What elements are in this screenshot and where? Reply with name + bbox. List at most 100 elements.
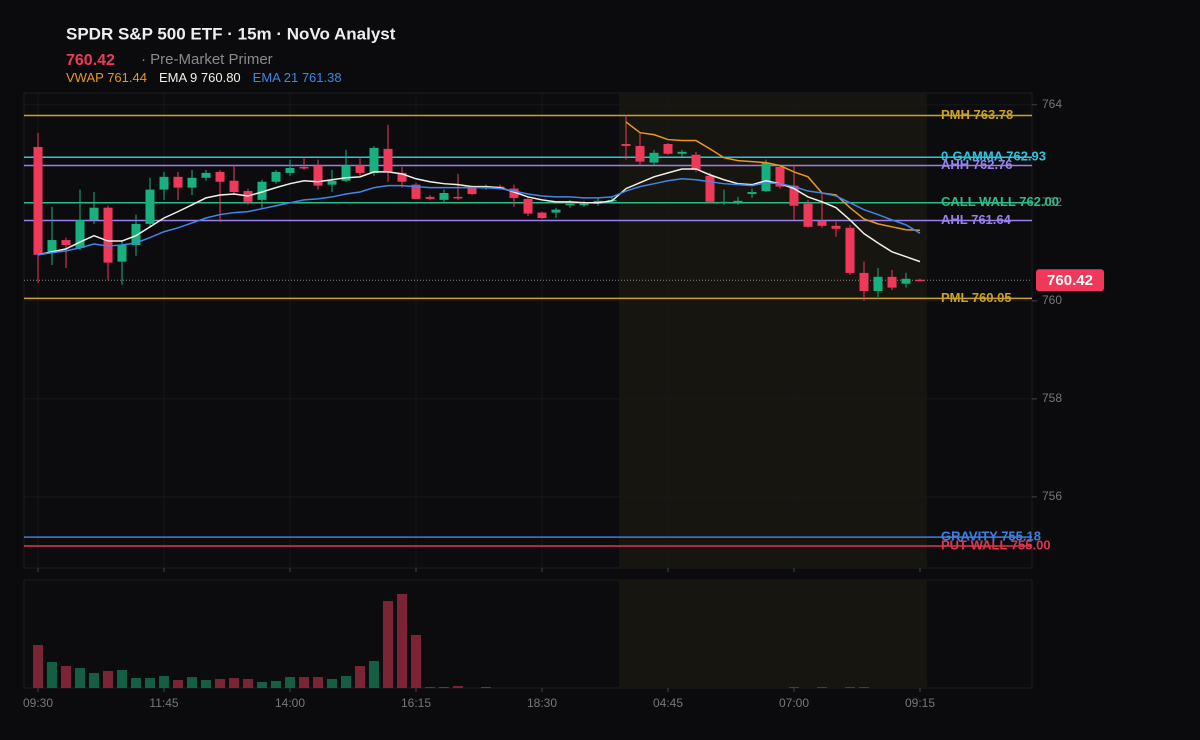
candle-body xyxy=(313,165,323,186)
level-label: CALL WALL 762.00 xyxy=(941,194,1059,209)
volume-bar xyxy=(173,680,183,688)
volume-bar xyxy=(397,594,407,688)
candle-body xyxy=(803,203,813,227)
candle-body xyxy=(635,145,645,162)
candle-body xyxy=(173,176,183,188)
indicator-line xyxy=(37,168,921,263)
candle-body xyxy=(551,209,561,213)
volume-bar xyxy=(243,679,253,688)
volume-bar xyxy=(61,666,71,688)
candle-body xyxy=(299,167,309,169)
x-tick-label: 14:00 xyxy=(275,696,305,710)
volume-bar xyxy=(425,687,435,688)
candle-body xyxy=(341,165,351,181)
header-price: 760.42 xyxy=(66,52,115,69)
candle-body xyxy=(369,147,379,173)
candle-body xyxy=(271,171,281,182)
candle-body xyxy=(761,162,771,192)
candle-body xyxy=(649,152,659,163)
candle-body xyxy=(201,172,211,178)
x-tick-label: 09:30 xyxy=(23,696,53,710)
candle-body xyxy=(873,276,883,292)
volume-bar xyxy=(369,661,379,688)
volume-bar xyxy=(201,680,211,688)
volume-bar xyxy=(117,670,127,688)
volume-bar xyxy=(145,678,155,688)
level-label: PML 760.05 xyxy=(941,290,1012,305)
legend-entry: EMA 9 760.80 xyxy=(159,70,241,85)
volume-bar xyxy=(789,687,799,688)
volume-bar xyxy=(229,678,239,688)
volume-bar xyxy=(313,677,323,688)
volume-bar xyxy=(327,679,337,688)
volume-bar xyxy=(131,678,141,688)
level-label: AHL 761.64 xyxy=(941,212,1012,227)
candle-body xyxy=(439,193,449,200)
candle-body xyxy=(817,220,827,226)
legend-name: VWAP xyxy=(66,70,104,85)
candle-body xyxy=(467,187,477,194)
indicator-line xyxy=(37,178,921,256)
y-tick-label: 758 xyxy=(1042,391,1062,405)
volume-bar xyxy=(439,687,449,688)
candle-body xyxy=(663,143,673,154)
volume-bar xyxy=(47,662,57,688)
candle-body xyxy=(285,168,295,173)
candle-body xyxy=(509,188,519,198)
volume-bar xyxy=(271,681,281,688)
candle-body xyxy=(579,203,589,206)
price-badge xyxy=(1036,269,1104,292)
candle-body xyxy=(159,176,169,190)
volume-bar xyxy=(285,677,295,688)
level-label: 0-GAMMA 762.93 xyxy=(941,149,1046,164)
level-label: GRAVITY 755.18 xyxy=(941,529,1041,544)
candle-body xyxy=(887,276,897,288)
volume-bar xyxy=(89,673,99,688)
volume-bar xyxy=(33,645,43,688)
level-label: PUT WALL 755.00 xyxy=(941,537,1051,552)
candle-body xyxy=(733,200,743,203)
candle-body xyxy=(789,185,799,206)
candle-body xyxy=(915,279,925,282)
volume-bar xyxy=(383,601,393,688)
level-label: PMH 763.78 xyxy=(941,107,1013,122)
level-label: AHH 762.76 xyxy=(941,157,1013,172)
candle-body xyxy=(705,175,715,202)
candle-body xyxy=(747,192,757,194)
y-tick-label: 760 xyxy=(1042,293,1062,307)
volume-bar xyxy=(75,668,85,688)
candle-body xyxy=(33,146,43,255)
candle-body xyxy=(257,181,267,200)
volume-bar xyxy=(453,686,463,688)
volume-bar xyxy=(187,677,197,688)
candle-body xyxy=(61,240,71,245)
volume-bar xyxy=(257,682,267,688)
volume-bar xyxy=(859,687,869,688)
candle-body xyxy=(187,177,197,188)
legend-name: EMA 9 xyxy=(159,70,197,85)
x-tick-label: 09:15 xyxy=(905,696,935,710)
volume-bar xyxy=(355,666,365,688)
candle-body xyxy=(523,198,533,214)
volume-bar xyxy=(481,687,491,688)
chart-subtitle: · Pre-Market Primer xyxy=(141,51,273,68)
label-layer: 756 758 760 762 764 09:30 11:45 14:00 16:15 18:30… xyxy=(23,97,1062,710)
x-tick-label: 16:15 xyxy=(401,696,431,710)
candle-body xyxy=(425,196,435,199)
legend-value: 761.38 xyxy=(302,70,342,85)
candle-body xyxy=(103,207,113,263)
x-tick-label: 07:00 xyxy=(779,696,809,710)
y-tick-label: 762 xyxy=(1042,195,1062,209)
volume-bar xyxy=(103,671,113,688)
legend-name: EMA 21 xyxy=(253,70,299,85)
session-shade xyxy=(619,580,927,688)
chart-title: SPDR S&P 500 ETF · 15m · NoVo Analyst xyxy=(66,24,396,43)
candle-body xyxy=(327,180,337,185)
candle-body xyxy=(383,148,393,172)
candle-body xyxy=(47,240,57,253)
candle-body xyxy=(537,212,547,218)
candle-body xyxy=(397,172,407,182)
candle-body xyxy=(859,272,869,292)
candle-body xyxy=(117,244,127,262)
